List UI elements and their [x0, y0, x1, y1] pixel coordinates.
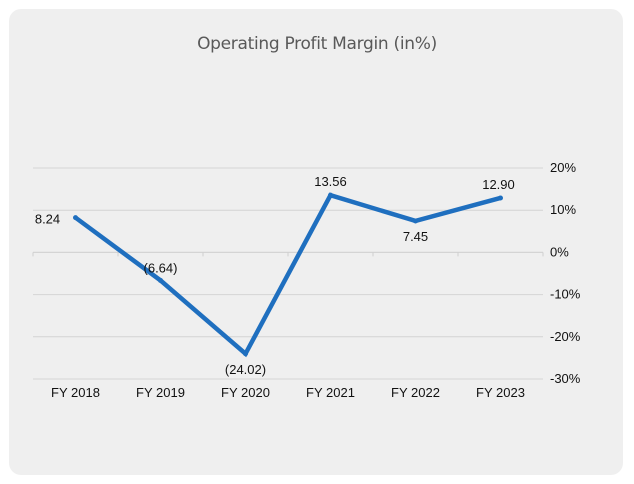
- data-point: [243, 351, 248, 357]
- x-tick-label: FY 2019: [136, 385, 185, 400]
- y-tick-label: 20%: [550, 160, 576, 175]
- x-tick-label: FY 2023: [476, 385, 525, 400]
- x-tick-label: FY 2020: [221, 385, 270, 400]
- x-tick-label: FY 2021: [306, 385, 355, 400]
- chart-title: Operating Profit Margin (in%): [197, 34, 437, 54]
- data-label: (6.64): [144, 260, 178, 275]
- data-label: 8.24: [35, 212, 60, 227]
- y-tick-label: 0%: [550, 244, 569, 259]
- data-label: 12.90: [482, 177, 515, 192]
- x-tick-label: FY 2022: [391, 385, 440, 400]
- x-tick-label: FY 2018: [51, 385, 100, 400]
- data-point: [158, 277, 163, 283]
- data-point: [73, 215, 78, 221]
- y-tick-label: -10%: [550, 287, 581, 302]
- series-line: [74, 192, 502, 358]
- data-point: [498, 195, 503, 201]
- data-label: (24.02): [225, 362, 266, 377]
- y-tick-label: 10%: [550, 202, 576, 217]
- data-point: [328, 192, 333, 198]
- data-point: [413, 218, 418, 224]
- data-label: 13.56: [314, 174, 347, 189]
- data-label: 7.45: [403, 229, 428, 244]
- y-tick-label: -20%: [550, 329, 581, 344]
- y-tick-label: -30%: [550, 371, 581, 386]
